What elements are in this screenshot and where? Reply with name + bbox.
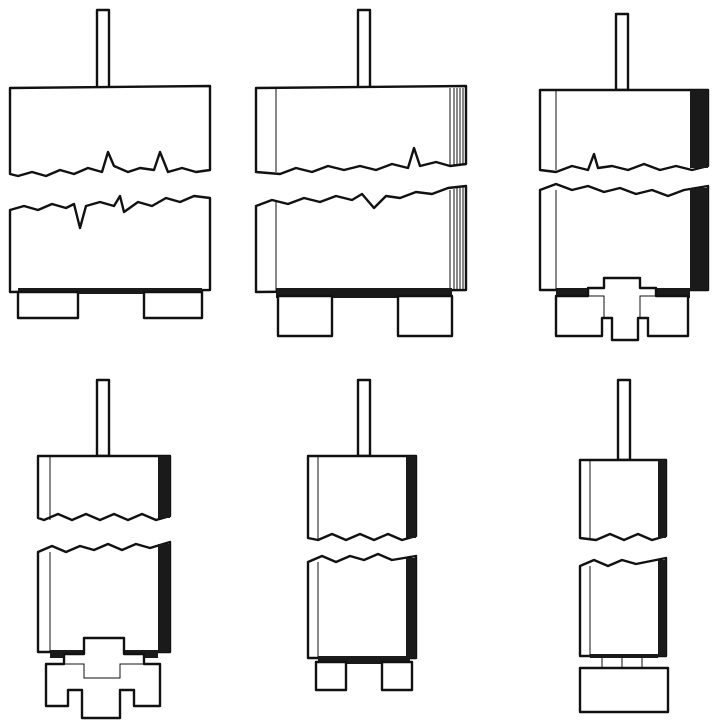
panel-e-tenon-right <box>380 660 414 692</box>
panel-b <box>254 8 468 338</box>
panel-d-lower-dark-edge <box>158 544 170 652</box>
panel-a-lower-block <box>8 194 212 294</box>
panel-d-lower-block <box>36 540 172 654</box>
panel-d-rod <box>95 378 111 458</box>
panel-e-lower-dark-edge <box>406 558 416 658</box>
panel-e <box>306 378 418 692</box>
panel-f-upper-block <box>578 458 668 542</box>
panel-d-upper-block <box>36 454 172 522</box>
panel-f-rod <box>616 378 632 462</box>
panel-c-upper-block <box>538 88 710 174</box>
panel-e-lower-block <box>306 552 418 660</box>
panel-e-rod <box>356 378 372 458</box>
panel-f-shadow-band <box>590 654 658 658</box>
panel-a-upper-block <box>8 84 212 178</box>
panel-b-lower-block <box>254 184 468 294</box>
panel-e-tenon-left <box>314 660 348 692</box>
panel-c-lower-block <box>538 182 710 292</box>
panel-a-tenon-left <box>16 290 80 320</box>
panel-d <box>36 378 172 720</box>
panel-f-lower-block <box>578 556 668 658</box>
panel-b-rod <box>356 8 372 90</box>
panel-f-lower-dark-edge <box>658 560 666 656</box>
panel-b-tenon-left <box>276 294 334 338</box>
panel-c-upper-dark-edge <box>690 90 708 168</box>
panel-a-shadow-band <box>18 288 202 294</box>
panel-e-upper-block <box>306 454 418 542</box>
panel-f-upper-dark-edge <box>658 460 666 538</box>
panel-d-upper-dark-edge <box>158 456 170 518</box>
panel-c-dovetail-bottom <box>554 276 690 342</box>
panel-c-dovetail-inner <box>588 295 656 318</box>
panel-a-tenon-right <box>142 290 204 320</box>
panel-b-shadow-band <box>276 288 452 298</box>
panel-e-shadow-band <box>318 656 410 664</box>
panel-c <box>538 12 710 342</box>
panel-d-stepped-inner <box>64 663 144 679</box>
panel-e-upper-dark-edge <box>406 456 416 538</box>
panel-b-upper-hatch <box>449 88 464 166</box>
panel-b-upper-block <box>254 84 468 176</box>
panel-b-tenon-right <box>396 294 454 338</box>
panel-f-solid-block <box>578 666 670 714</box>
panel-b-lower-hatch <box>449 187 464 290</box>
panel-c-lower-dark-edge <box>690 188 708 290</box>
panel-f <box>578 378 670 714</box>
panel-a <box>8 8 212 320</box>
panel-c-rod <box>614 12 630 92</box>
panel-a-rod <box>95 8 111 90</box>
